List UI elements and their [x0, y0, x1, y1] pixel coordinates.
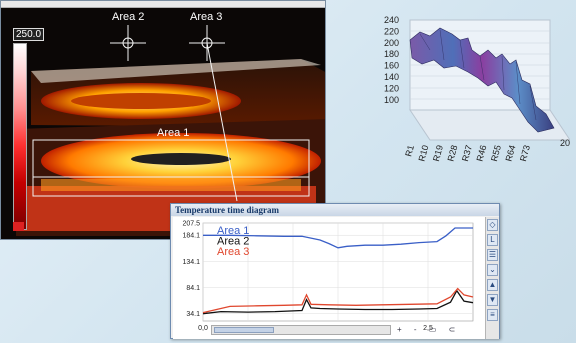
zoom-buttons[interactable]: + - ▭ ⊂ — [397, 325, 461, 334]
thermal-image-window[interactable]: Area 2 Area 3 Area 1 250.0 — [0, 0, 326, 240]
z-tick-label: 180 — [384, 49, 399, 59]
chart-tool-button[interactable]: ◇ — [487, 219, 498, 231]
chart-toolbar-vertical: ◇ L ☰ ⌄ ▲ ▼ ≡ — [485, 217, 499, 339]
z-tick-label: 140 — [384, 72, 399, 82]
thermal-image — [1, 1, 325, 239]
series-line-1 — [203, 227, 473, 249]
scale-min-marker — [13, 222, 24, 231]
row-tick-label: R1 — [403, 144, 416, 158]
column-tick-label: 20 — [560, 138, 570, 148]
row-tick-label: R46 — [474, 144, 488, 163]
legend-item-3: Area 3 — [217, 246, 249, 258]
area-3-label: Area 3 — [190, 11, 223, 23]
temperature-line-chart: 207.5184.1134.184.134.10,00,51,01,52,02,… — [173, 217, 485, 339]
z-tick-label: 160 — [384, 61, 399, 71]
y-tick-label: 184.1 — [182, 233, 200, 240]
chart-tool-button[interactable]: ▲ — [487, 279, 498, 291]
row-tick-label: R55 — [489, 144, 503, 163]
temperature-scale-bar — [13, 43, 27, 230]
x-tick-label: 0,0 — [198, 325, 208, 332]
chart-tool-button[interactable]: ☰ — [487, 249, 498, 261]
z-tick-label: 120 — [384, 83, 399, 93]
row-tick-label: R28 — [445, 144, 459, 163]
z-tick-label: 100 — [384, 95, 399, 105]
area-1-label: Area 1 — [157, 127, 190, 139]
y-tick-label: 84.1 — [186, 285, 200, 292]
scrollbar-thumb[interactable] — [214, 327, 274, 333]
z-tick-label: 220 — [384, 26, 399, 36]
series-line-3 — [202, 287, 474, 314]
row-tick-label: R73 — [518, 144, 532, 163]
surface-mesh — [409, 27, 555, 133]
row-tick-label: R19 — [431, 144, 445, 163]
chart-tool-button[interactable]: ≡ — [487, 309, 498, 321]
x-tick-label: 2,5 — [423, 325, 433, 332]
row-tick-label: R37 — [460, 144, 474, 163]
z-tick-label: 240 — [384, 15, 399, 25]
thermal-window-titlebar — [1, 1, 325, 8]
legend-item-2: Area 2 — [217, 236, 249, 248]
area-2-label: Area 2 — [112, 11, 145, 23]
window-title: Temperature time diagram — [171, 204, 499, 216]
z-tick-label: 200 — [384, 38, 399, 48]
row-tick-label: R10 — [416, 144, 430, 163]
chart-tool-button[interactable]: ▼ — [487, 294, 498, 306]
row-tick-label: R64 — [503, 144, 517, 163]
chart-tool-button[interactable]: L — [487, 234, 498, 246]
y-tick-label: 34.1 — [186, 311, 200, 318]
scale-max-value: 250.0 — [13, 28, 45, 41]
legend-item-1: Area 1 — [217, 225, 249, 237]
horizontal-scrollbar[interactable] — [211, 325, 391, 335]
temperature-time-window[interactable]: Temperature time diagram 207.5 184.1 134.1… — [170, 203, 500, 339]
chart-tool-button[interactable]: ⌄ — [487, 264, 498, 276]
series-line-2 — [202, 289, 474, 315]
y-tick-label: 134.1 — [182, 259, 200, 266]
y-tick-label: 207.5 — [182, 221, 200, 228]
